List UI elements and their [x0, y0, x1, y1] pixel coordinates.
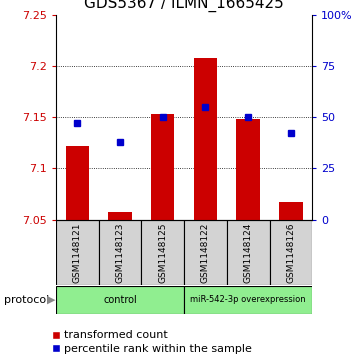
- Bar: [151, 114, 174, 220]
- Bar: [227, 220, 270, 285]
- Bar: [108, 212, 132, 220]
- Text: miR-542-3p overexpression: miR-542-3p overexpression: [190, 295, 306, 304]
- Title: GDS5367 / ILMN_1665425: GDS5367 / ILMN_1665425: [84, 0, 284, 12]
- Bar: [142, 220, 184, 285]
- Bar: [270, 220, 312, 285]
- Bar: [56, 220, 99, 285]
- Bar: [66, 146, 89, 220]
- Bar: [194, 58, 217, 220]
- Text: GSM1148126: GSM1148126: [286, 223, 295, 283]
- Bar: [279, 202, 303, 220]
- Bar: [184, 220, 227, 285]
- Text: protocol: protocol: [4, 295, 49, 305]
- Text: control: control: [103, 295, 137, 305]
- Text: GSM1148122: GSM1148122: [201, 223, 210, 283]
- Bar: [184, 286, 312, 314]
- Text: GSM1148124: GSM1148124: [244, 223, 253, 283]
- Bar: [56, 286, 184, 314]
- Bar: [99, 220, 142, 285]
- Text: ▶: ▶: [47, 295, 56, 305]
- Text: GSM1148125: GSM1148125: [158, 223, 167, 283]
- Legend: transformed count, percentile rank within the sample: transformed count, percentile rank withi…: [52, 330, 252, 354]
- Text: GSM1148123: GSM1148123: [116, 223, 125, 283]
- Text: GSM1148121: GSM1148121: [73, 223, 82, 283]
- Bar: [236, 119, 260, 220]
